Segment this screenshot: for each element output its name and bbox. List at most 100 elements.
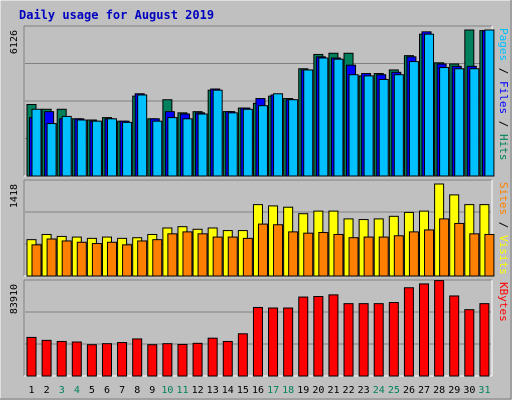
day-label-31: 31	[478, 385, 490, 396]
bar-kbytes-day-3	[56, 340, 67, 377]
day-label-2: 2	[44, 385, 50, 396]
bar-kbytes-day-5	[86, 344, 97, 377]
bar-kbytes-day-27	[419, 283, 430, 377]
bar-pages-day-24	[378, 78, 389, 177]
bar-kbytes-day-26	[403, 287, 414, 377]
day-label-10: 10	[161, 385, 173, 396]
day-label-23: 23	[358, 385, 370, 396]
bar-kbytes-day-6	[101, 343, 112, 377]
bar-pages-day-9	[152, 120, 163, 177]
day-label-14: 14	[222, 385, 234, 396]
axis-label-pages: Pages	[497, 28, 510, 61]
bar-pages-day-7	[122, 121, 133, 177]
axis-label-kbytes: KBytes	[497, 282, 510, 322]
bar-pages-day-21	[333, 58, 344, 177]
day-label-5: 5	[89, 385, 95, 396]
day-label-9: 9	[149, 385, 155, 396]
day-label-8: 8	[134, 385, 140, 396]
bar-kbytes-day-15	[237, 333, 248, 377]
bar-sites-day-25	[393, 235, 404, 277]
bar-sites-day-31	[484, 233, 495, 277]
bar-kbytes-day-14	[222, 340, 233, 377]
bar-kbytes-day-11	[177, 343, 188, 377]
axis-label-separator: /	[497, 114, 510, 134]
bar-pages-day-26	[408, 61, 419, 177]
chart-panels: 6126 Pages / Files / Hits 1418 Sites / Visi…	[9, 25, 510, 377]
day-label-11: 11	[176, 385, 188, 396]
bar-kbytes-day-13	[207, 337, 218, 377]
day-label-21: 21	[327, 385, 339, 396]
bar-pages-day-15	[242, 108, 253, 177]
panel-hits: 6126 Pages / Files / Hits	[9, 25, 510, 177]
bar-pages-day-19	[303, 69, 314, 177]
bar-sites-day-10	[167, 233, 178, 277]
bar-sites-day-24	[378, 236, 389, 277]
panel-kbytes: 83910 KBytes	[9, 279, 510, 377]
day-label-27: 27	[418, 385, 430, 396]
bar-sites-day-27	[424, 229, 435, 277]
bar-pages-day-22	[348, 74, 359, 177]
bar-sites-day-6	[106, 241, 117, 277]
bar-pages-day-8	[137, 94, 148, 177]
bar-sites-day-30	[469, 233, 480, 277]
bar-pages-day-4	[76, 119, 87, 177]
day-label-3: 3	[59, 385, 65, 396]
bar-sites-day-18	[288, 231, 299, 277]
bar-sites-day-5	[91, 243, 102, 277]
day-label-4: 4	[74, 385, 80, 396]
bar-pages-day-2	[46, 123, 57, 177]
day-label-17: 17	[267, 385, 279, 396]
bar-kbytes-day-23	[358, 303, 369, 377]
panel-visits-ymax-label: 1418	[9, 184, 20, 208]
bar-pages-day-23	[363, 75, 374, 177]
bar-pages-day-20	[318, 57, 329, 177]
bar-sites-day-29	[454, 222, 465, 277]
bar-pages-day-29	[454, 68, 465, 177]
bar-kbytes-day-4	[71, 341, 82, 377]
bar-pages-day-16	[257, 105, 268, 177]
day-label-20: 20	[312, 385, 324, 396]
day-label-30: 30	[463, 385, 475, 396]
bar-pages-day-13	[212, 89, 223, 177]
bar-sites-day-9	[152, 239, 163, 277]
bar-sites-day-17	[273, 224, 284, 277]
panel-kbytes-ymax-label: 83910	[9, 284, 20, 314]
bar-kbytes-day-12	[192, 342, 203, 377]
bar-pages-day-30	[469, 68, 480, 177]
bar-pages-day-25	[393, 74, 404, 177]
bar-sites-day-11	[182, 231, 193, 277]
bar-sites-day-7	[122, 244, 133, 277]
axis-label-files: Files	[497, 81, 510, 114]
bar-kbytes-day-25	[388, 302, 399, 377]
day-label-25: 25	[388, 385, 400, 396]
bar-pages-day-27	[424, 33, 435, 177]
bar-pages-day-5	[91, 120, 102, 177]
day-label-7: 7	[119, 385, 125, 396]
bar-pages-day-17	[273, 93, 284, 177]
bar-sites-day-3	[61, 240, 72, 277]
panel-kbytes-axis-label: KBytes	[497, 282, 510, 322]
panel-visits-axis-label: Sites / Visits	[497, 182, 510, 275]
bar-kbytes-day-8	[132, 338, 143, 377]
bar-kbytes-day-9	[147, 344, 158, 377]
bar-pages-day-18	[288, 99, 299, 177]
bar-kbytes-day-20	[313, 296, 324, 377]
bar-pages-day-14	[227, 112, 238, 177]
bar-sites-day-23	[363, 236, 374, 277]
axis-label-visits: Visits	[497, 235, 510, 275]
day-label-16: 16	[252, 385, 264, 396]
bar-sites-day-19	[303, 232, 314, 277]
day-label-26: 26	[403, 385, 415, 396]
bar-sites-day-2	[46, 238, 57, 277]
axis-label-hits: Hits	[497, 134, 510, 161]
axis-label-separator: /	[497, 215, 510, 235]
bar-kbytes-day-18	[283, 307, 294, 377]
bar-sites-day-15	[242, 237, 253, 277]
bar-kbytes-day-28	[434, 280, 445, 377]
bar-kbytes-day-2	[41, 339, 52, 377]
day-label-15: 15	[237, 385, 249, 396]
bar-sites-day-8	[137, 240, 148, 277]
panel-hits-ymax-label: 6126	[9, 30, 20, 54]
bar-kbytes-day-19	[298, 296, 309, 377]
